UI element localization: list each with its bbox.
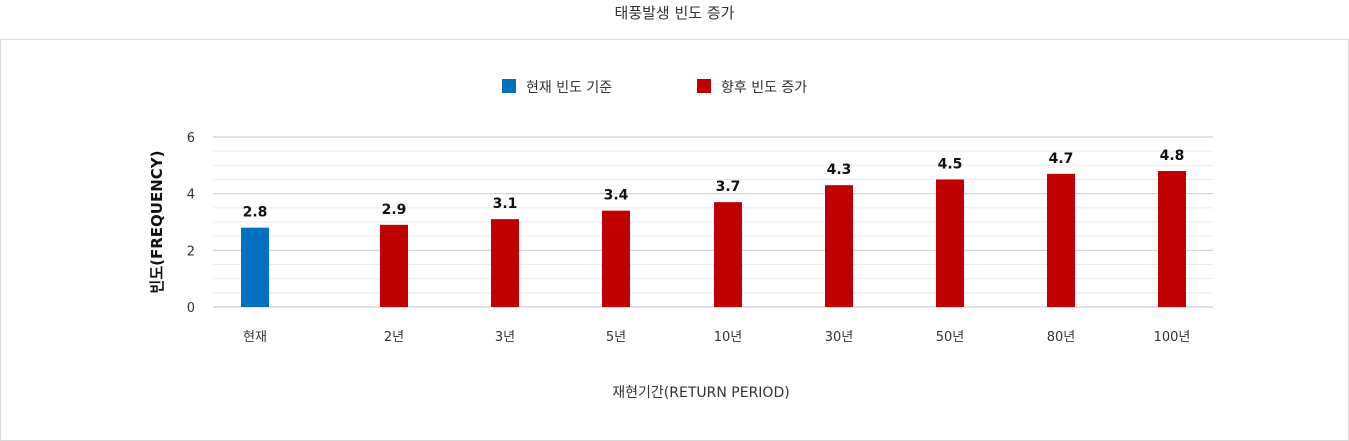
x-axis-title: 재현기간(RETURN PERIOD) bbox=[612, 385, 789, 401]
bar-8 bbox=[1047, 173, 1075, 307]
legend-swatch bbox=[697, 79, 711, 93]
bar-6 bbox=[825, 185, 853, 307]
y-tick-label: 4 bbox=[187, 188, 195, 203]
x-category-label: 현재 bbox=[243, 330, 267, 345]
bar-5 bbox=[714, 202, 742, 307]
bar-chart: 현재 빈도 기준 향후 빈도 증가 0 2 4 6 2.8 2.9 3.1 3.4 3.7 4.3… bbox=[148, 79, 1213, 401]
x-category-label: 2년 bbox=[384, 330, 404, 345]
bar-value-label: 2.8 bbox=[243, 205, 268, 221]
y-tick-label: 6 bbox=[187, 131, 195, 146]
bar-value-label: 4.8 bbox=[1160, 148, 1185, 164]
page-title: 태풍발생 빈도 증가 bbox=[614, 4, 735, 22]
x-category-label: 10년 bbox=[714, 330, 743, 345]
bar-3 bbox=[491, 219, 519, 307]
x-category-label: 30년 bbox=[825, 330, 854, 345]
x-category-label: 50년 bbox=[936, 330, 965, 345]
bar-1 bbox=[241, 227, 269, 307]
legend-label: 현재 빈도 기준 bbox=[526, 80, 612, 96]
x-category-label: 3년 bbox=[495, 330, 515, 345]
bars bbox=[241, 171, 1186, 307]
bar-7 bbox=[936, 179, 964, 307]
bar-value-label: 2.9 bbox=[382, 202, 407, 218]
legend-swatch bbox=[502, 79, 516, 93]
bar-value-label: 4.5 bbox=[938, 157, 963, 173]
grid-lines bbox=[213, 136, 1213, 308]
y-axis-ticks: 0 2 4 6 bbox=[187, 131, 195, 316]
bar-9 bbox=[1158, 171, 1186, 307]
bar-2 bbox=[380, 224, 408, 307]
bar-value-label: 4.7 bbox=[1049, 151, 1074, 167]
bar-value-label: 3.7 bbox=[716, 179, 741, 195]
data-labels: 2.8 2.9 3.1 3.4 3.7 4.3 4.5 4.7 4.8 bbox=[243, 148, 1185, 221]
bar-value-label: 4.3 bbox=[827, 162, 852, 178]
x-category-label: 100년 bbox=[1154, 330, 1191, 345]
bar-value-label: 3.4 bbox=[604, 188, 629, 204]
x-axis-categories: 현재 2년 3년 5년 10년 30년 50년 80년 100년 bbox=[243, 330, 1190, 345]
y-axis-title: 빈도(FREQUENCY) bbox=[148, 151, 166, 294]
chart-frame: 현재 빈도 기준 향후 빈도 증가 0 2 4 6 2.8 2.9 3.1 3.4 3.7 4.3… bbox=[0, 39, 1349, 441]
legend-label: 향후 빈도 증가 bbox=[721, 80, 807, 96]
bar-4 bbox=[602, 210, 630, 307]
bar-value-label: 3.1 bbox=[493, 196, 518, 212]
x-category-label: 5년 bbox=[606, 330, 626, 345]
x-category-label: 80년 bbox=[1047, 330, 1076, 345]
y-tick-label: 0 bbox=[187, 301, 195, 316]
y-tick-label: 2 bbox=[187, 244, 195, 259]
legend: 현재 빈도 기준 향후 빈도 증가 bbox=[502, 79, 807, 96]
